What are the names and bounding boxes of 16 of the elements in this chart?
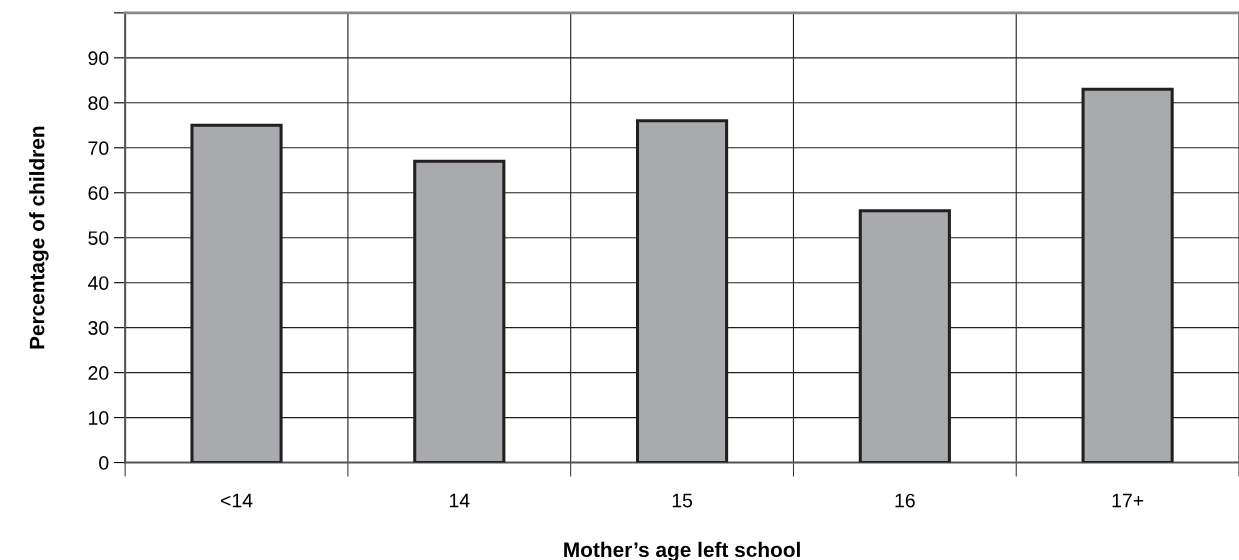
y-tick-label: 60	[88, 186, 109, 200]
y-tick-label: 50	[88, 231, 109, 245]
y-axis-title: Percentage of children	[29, 126, 49, 349]
y-tick-label: 20	[88, 366, 109, 380]
x-tick-label: <14	[220, 493, 253, 508]
x-tick-label: 14	[449, 493, 470, 508]
x-tick-label: 17+	[1112, 493, 1144, 508]
y-tick-label: 90	[88, 51, 109, 66]
y-tick-label: 30	[88, 321, 109, 335]
y-tick-label: 10	[89, 411, 109, 425]
y-tick-label: 70	[88, 141, 109, 156]
x-tick-label: 16	[895, 493, 915, 508]
y-tick-label: 40	[87, 276, 109, 290]
y-tick-label: 80	[88, 96, 109, 111]
x-tick-label: 15	[672, 493, 693, 508]
y-tick-label: 0	[99, 456, 109, 470]
